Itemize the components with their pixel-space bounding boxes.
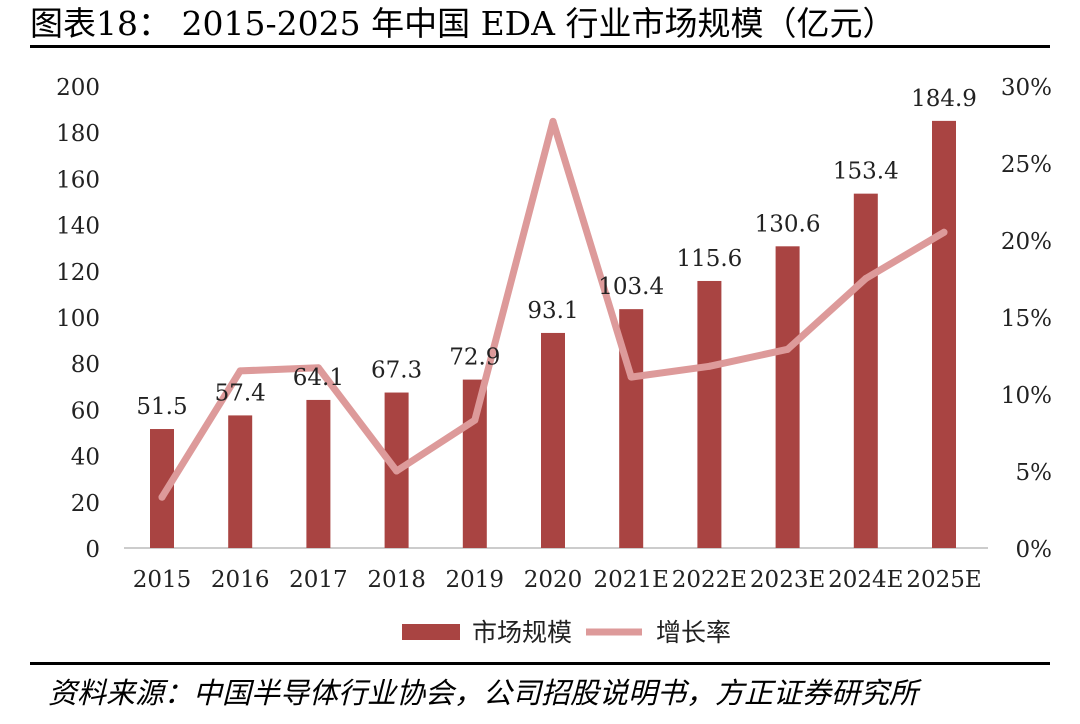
growth-rate-point [862,275,870,282]
right-tick-label: 20% [1001,229,1052,255]
bar [775,246,800,548]
right-tick-label: 25% [1001,152,1052,178]
source-note: 资料来源：中国半导体行业协会，公司招股说明书，方正证券研究所 [48,676,919,710]
title-divider [30,45,1050,48]
category-label: 2024E [828,567,903,593]
line-series [158,117,948,501]
category-label: 2016 [211,567,270,593]
bar-value-label: 57.4 [215,380,266,406]
bar-value-label: 115.6 [676,246,742,272]
legend-bar-swatch [402,624,460,640]
bar [462,379,487,548]
right-tick-label: 10% [1001,383,1052,409]
bar [306,399,331,548]
bar-value-label: 51.5 [136,394,187,420]
left-tick-label: 180 [56,121,100,147]
bar [853,193,878,548]
right-tick-label: 5% [1016,460,1053,486]
growth-rate-point [940,228,948,236]
growth-rate-point [236,367,244,375]
left-tick-label: 0 [85,537,100,563]
bar-value-label: 184.9 [911,86,977,112]
bar-value-label: 67.3 [371,358,422,384]
bar [228,415,253,548]
bar [932,120,956,549]
left-tick-label: 20 [71,491,100,517]
category-label: 2017 [289,567,348,593]
category-label: 2015 [133,567,192,593]
left-tick-label: 100 [56,306,100,332]
growth-rate-point [471,416,479,424]
right-tick-label: 15% [1001,306,1052,332]
growth-rate-point [549,117,557,125]
bar-value-label: 64.1 [293,365,344,391]
category-label: 2019 [446,567,505,593]
bar-value-label: 130.6 [755,211,821,237]
bar-series [150,120,956,549]
growth-rate-point [314,364,322,372]
left-tick-label: 140 [56,214,100,240]
chart: 0 20 40 60 80 100 120 140 160 180 200 0% 5% 10% 15% 20… [56,75,1052,647]
right-tick-label: 30% [1001,75,1052,101]
left-axis-ticks: 0 20 40 60 80 100 120 140 160 180 200 [56,75,100,563]
category-label: 2022E [672,567,747,593]
source-divider [30,662,1050,665]
growth-rate-point [705,362,713,370]
bar [541,332,565,548]
bar-value-label: 153.4 [833,159,899,185]
left-tick-label: 40 [71,445,100,471]
category-label: 2021E [594,567,669,593]
right-axis-ticks: 0% 5% 10% 15% 20% 25% 30% [1001,75,1052,563]
left-tick-label: 200 [56,75,100,101]
left-tick-label: 80 [71,352,100,378]
left-tick-label: 160 [56,167,100,193]
category-labels: 2015 2016 2017 2018 2019 2020 2021E 2022E 2023E 2… [133,567,982,593]
category-label: 2020 [524,567,583,593]
category-label: 2023E [750,567,825,593]
bar [697,280,722,548]
growth-rate-point [393,467,401,475]
legend-line-label: 增长率 [656,618,731,647]
bar-data-labels: 51.5 57.4 64.1 67.3 72.9 93.1 103.4 115.6 130.6 1… [136,86,977,420]
growth-rate-point [158,493,166,501]
growth-rate-point [627,373,635,381]
left-tick-label: 60 [71,398,100,424]
category-label: 2018 [367,567,426,593]
growth-rate-point [784,345,792,353]
legend: 市场规模 增长率 [402,618,731,647]
bar-value-label: 72.9 [449,345,500,371]
category-label: 2025E [906,567,981,593]
bar-value-label: 103.4 [598,274,664,300]
bar-value-label: 93.1 [527,298,578,324]
page-title: 图表18： 2015-2025 年中国 EDA 行业市场规模（亿元） [30,4,896,43]
right-tick-label: 0% [1016,537,1053,563]
left-tick-label: 120 [56,260,100,286]
legend-bar-label: 市场规模 [472,618,572,647]
